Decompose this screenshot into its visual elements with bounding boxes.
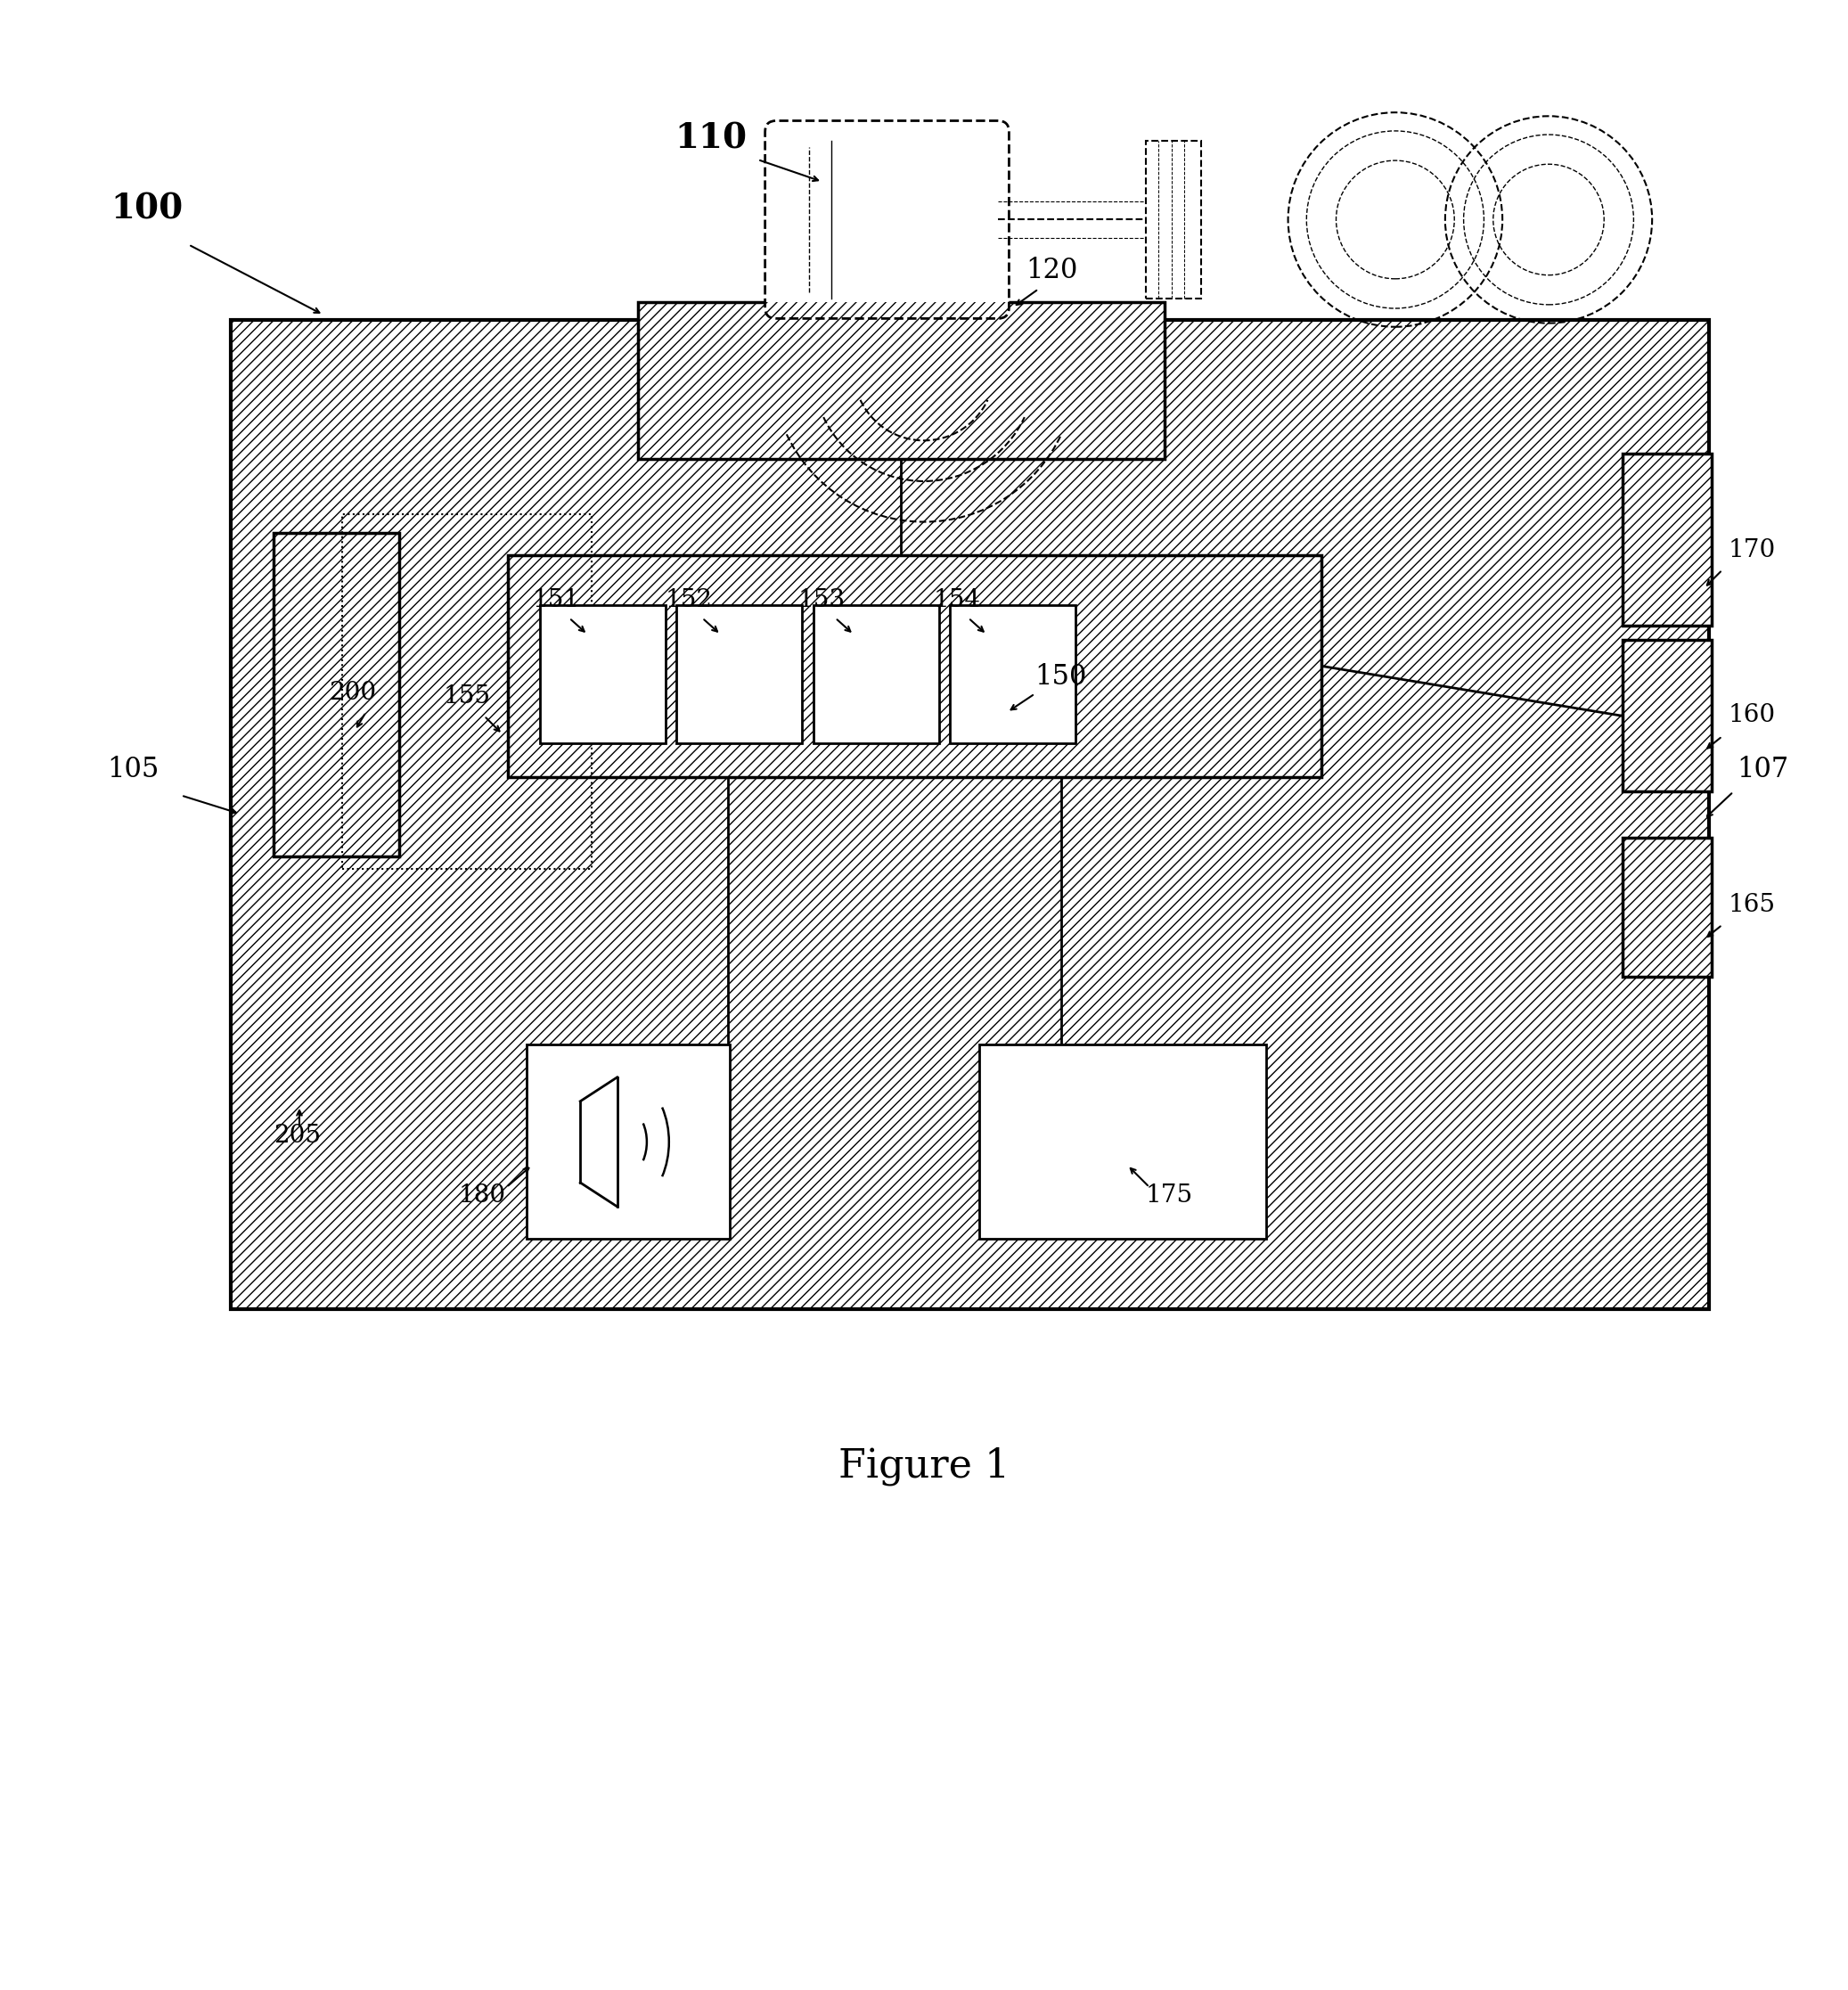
- Text: 120: 120: [1026, 257, 1077, 285]
- Text: 100: 100: [111, 191, 183, 225]
- Bar: [508, 555, 1321, 776]
- Text: 200: 200: [329, 681, 377, 704]
- Text: 165: 165: [1728, 894, 1776, 917]
- Text: 107: 107: [1737, 756, 1789, 784]
- Bar: [1623, 641, 1711, 792]
- Text: 154: 154: [933, 589, 981, 613]
- Bar: [508, 555, 1321, 776]
- Bar: [231, 320, 1709, 1309]
- Bar: [274, 533, 399, 856]
- Text: 205: 205: [274, 1124, 322, 1148]
- Text: 110: 110: [675, 121, 747, 155]
- Bar: [950, 605, 1076, 744]
- Bar: [274, 533, 399, 856]
- Bar: [1623, 454, 1711, 625]
- Bar: [342, 515, 591, 870]
- Bar: [1623, 838, 1711, 977]
- Text: 105: 105: [107, 756, 159, 784]
- Bar: [1623, 838, 1711, 977]
- Bar: [638, 302, 1164, 460]
- Text: 175: 175: [1146, 1184, 1194, 1208]
- Bar: [1146, 141, 1201, 298]
- Bar: [527, 1045, 730, 1240]
- Text: 152: 152: [665, 589, 713, 613]
- Bar: [1623, 454, 1711, 625]
- Text: 151: 151: [532, 589, 580, 613]
- Text: 170: 170: [1728, 537, 1776, 563]
- Text: 155: 155: [444, 685, 492, 708]
- FancyBboxPatch shape: [765, 121, 1009, 318]
- Text: 180: 180: [458, 1184, 506, 1208]
- Text: 160: 160: [1728, 702, 1776, 726]
- Bar: [813, 605, 939, 744]
- Text: Figure 1: Figure 1: [839, 1447, 1009, 1487]
- Text: 150: 150: [1035, 663, 1087, 691]
- Text: 153: 153: [798, 589, 846, 613]
- Bar: [231, 320, 1709, 1309]
- Bar: [1623, 641, 1711, 792]
- Bar: [540, 605, 665, 744]
- Bar: [979, 1045, 1266, 1240]
- Bar: [638, 302, 1164, 460]
- Bar: [676, 605, 802, 744]
